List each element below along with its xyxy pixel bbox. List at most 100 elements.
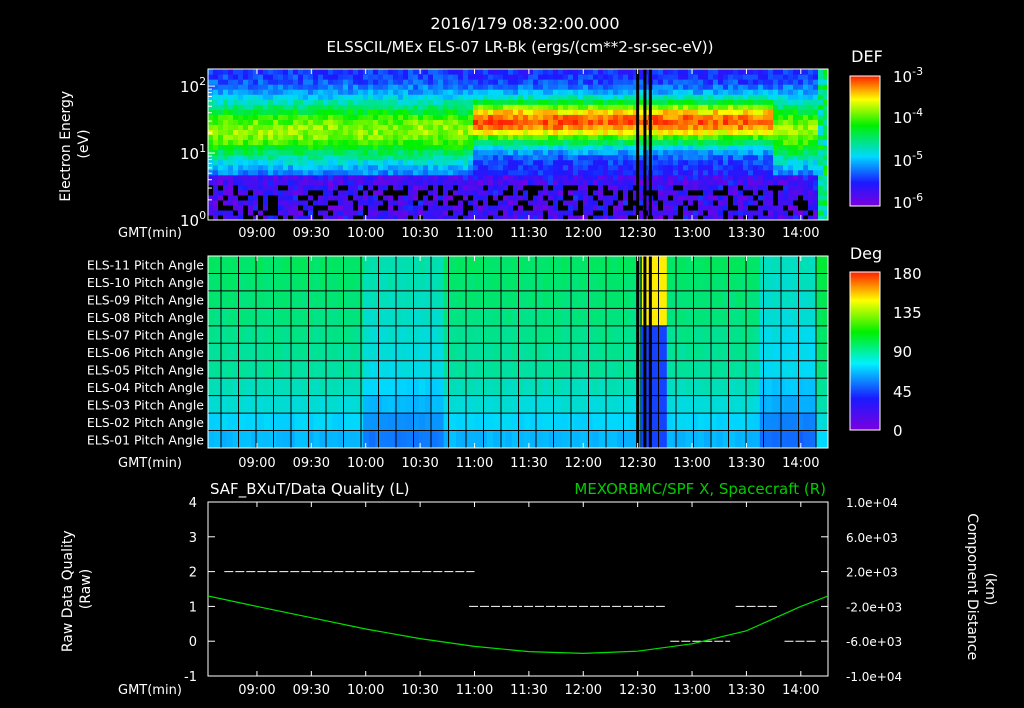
spectrogram-cell: [813, 109, 819, 115]
spectrogram-cell: [523, 149, 529, 156]
pitch-angle-cell: [797, 395, 804, 414]
pitch-angle-cell: [505, 343, 513, 362]
spectrogram-cell: [223, 79, 229, 85]
spectrogram-cell: [238, 79, 244, 85]
spectrogram-cell: [463, 159, 469, 166]
pitch-angle-cell: [301, 308, 308, 327]
spectrogram-cell: [443, 129, 449, 136]
spectrogram-cell: [773, 204, 779, 211]
pitch-angle-cell: [307, 256, 314, 275]
spectrogram-cell: [273, 119, 279, 125]
pitch-angle-cell: [809, 378, 817, 397]
spectrogram-cell: [468, 184, 474, 191]
spectrogram-cell: [443, 114, 449, 120]
spectrogram-cell: [378, 194, 384, 201]
spectrogram-cell: [538, 144, 544, 151]
spectrogram-cell: [223, 109, 229, 115]
spectrogram-cell: [563, 149, 569, 156]
spectrogram-cell: [223, 174, 229, 181]
spectrogram-cell: [298, 84, 304, 90]
pitch-angle-cell: [803, 395, 810, 414]
spectrogram-cell: [573, 134, 579, 141]
spectrogram-cell: [418, 94, 424, 100]
pitch-angle-cell: [313, 308, 321, 327]
spectrogram-cell: [468, 169, 474, 176]
spectrogram-cell: [358, 79, 364, 85]
spectrogram-cell: [558, 89, 564, 95]
spectrogram-cell: [563, 139, 569, 146]
spectrogram-cell: [543, 119, 549, 125]
spectrogram-cell: [583, 169, 589, 176]
spectrogram-cell: [368, 144, 374, 151]
spectrogram-cell: [498, 164, 504, 171]
spectrogram-cell: [628, 144, 634, 151]
spectrogram-cell: [618, 89, 624, 95]
spectrogram-cell: [443, 174, 449, 181]
pitch-angle-cell: [604, 378, 612, 397]
pitch-angle-cell: [387, 378, 395, 397]
spectrogram-cell: [248, 74, 254, 80]
spectrogram-cell: [723, 69, 729, 75]
spectrogram-cell: [613, 144, 619, 151]
spectrogram-cell: [723, 144, 729, 151]
spectrogram-cell: [628, 139, 634, 146]
spectrogram-cell: [298, 204, 304, 211]
spectrogram-cell: [288, 194, 294, 201]
spectrogram-cell: [733, 84, 739, 90]
pitch-angle-cell: [369, 308, 376, 327]
spectrogram-cell: [613, 94, 619, 100]
spectrogram-cell: [388, 174, 394, 181]
spectrogram-cell: [438, 134, 444, 141]
spectrogram-cell: [493, 109, 499, 115]
pitch-angle-cell: [697, 273, 705, 292]
spectrogram-cell: [383, 159, 389, 166]
pitch-angle-cell: [741, 343, 748, 362]
spectrogram-cell: [723, 99, 729, 105]
spectrogram-cell: [468, 144, 474, 151]
spectrogram-cell: [283, 74, 289, 80]
spectrogram-cell: [783, 149, 789, 156]
spectrogram-cell: [378, 69, 384, 75]
spectrogram-cell: [578, 144, 584, 151]
spectrogram-cell: [628, 179, 634, 186]
pitch-angle-cell: [536, 256, 544, 275]
pitch-angle-cell: [425, 413, 432, 432]
spectrogram-cell: [688, 159, 694, 166]
spectrogram-cell: [503, 189, 509, 196]
colorbar-def-tick-label-base: 10: [893, 109, 912, 127]
spectrogram-cell: [388, 139, 394, 146]
spectrogram-cell: [578, 169, 584, 176]
spectrogram-cell: [793, 174, 799, 181]
colorbar-def-tick-label: 10-3: [893, 65, 923, 86]
spectrogram-cell: [458, 164, 464, 171]
spectrogram-cell: [378, 184, 384, 191]
spectrogram-cell: [563, 94, 569, 100]
spectrogram-cell: [423, 194, 429, 201]
spectrogram-cell: [443, 99, 449, 105]
spectrogram-cell: [548, 164, 554, 171]
spectrogram-cell: [318, 134, 324, 141]
spectrogram-cell: [448, 134, 454, 141]
spectrogram-cell: [748, 89, 754, 95]
spectrogram-cell: [428, 84, 434, 90]
spectrogram-cell: [538, 109, 544, 115]
spectrogram-cell: [218, 159, 224, 166]
pitch-angle-cell: [505, 360, 513, 379]
spectrogram-cell: [208, 104, 214, 110]
pitch-angle-cell: [226, 325, 234, 344]
spectrogram-cell: [233, 164, 239, 171]
pitch-angle-cell: [431, 325, 438, 344]
spectrogram-cell: [248, 199, 254, 206]
spectrogram-cell: [568, 179, 574, 186]
spectrogram-cell: [693, 134, 699, 141]
spectrogram-cell: [563, 209, 569, 216]
pitch-angle-cell: [629, 290, 637, 309]
spectrogram-cell: [543, 174, 549, 181]
pitch-angle-cell: [666, 256, 674, 275]
spectrogram-cell: [488, 149, 494, 156]
spectrogram-cell: [758, 149, 764, 156]
spectrogram-cell: [633, 84, 639, 90]
spectrogram-cell: [323, 209, 329, 216]
pitch-angle-cell: [592, 430, 600, 448]
spectrogram-cell: [813, 184, 819, 191]
